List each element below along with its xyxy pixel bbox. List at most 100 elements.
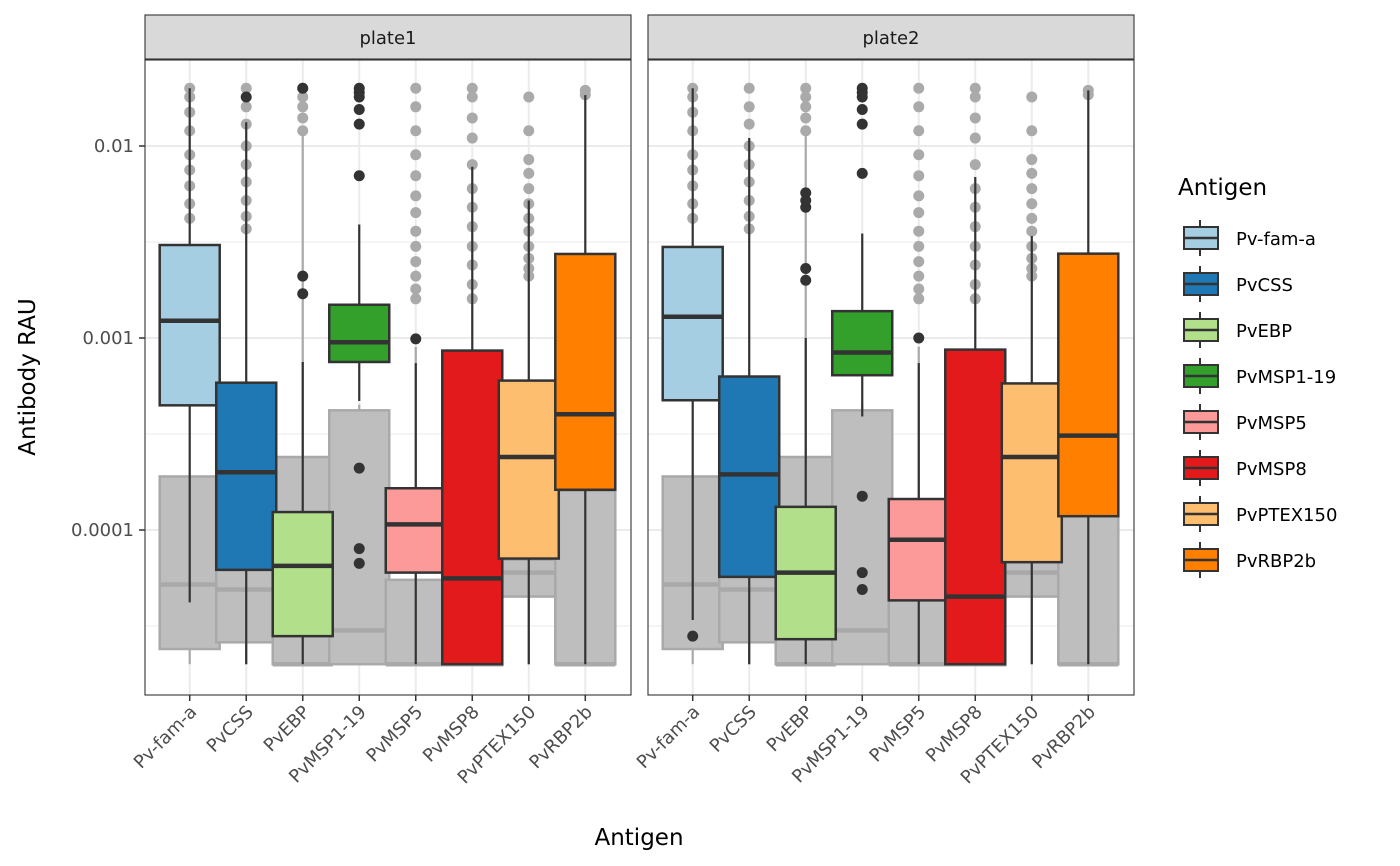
- outlier-point: [800, 112, 812, 124]
- outlier-point: [969, 159, 981, 171]
- box-rect: [661, 245, 724, 402]
- outlier-point: [523, 154, 535, 166]
- outlier-point: [1026, 198, 1038, 210]
- outlier-point: [410, 82, 422, 94]
- outlier-point: [913, 270, 925, 282]
- outlier-point: [913, 190, 925, 202]
- y-tick-label: 0.0001: [71, 520, 134, 541]
- outlier-point: [913, 82, 925, 94]
- outlier-point: [913, 283, 925, 295]
- box-Pv-fam-a: [661, 88, 724, 642]
- outlier-point: [353, 543, 365, 555]
- panel-border: [647, 59, 1135, 696]
- x-tick-label: PvCSS: [203, 702, 258, 757]
- outlier-point: [353, 118, 365, 130]
- outlier-point: [353, 103, 365, 115]
- outlier-point: [466, 112, 478, 124]
- outlier-point: [743, 82, 755, 94]
- outlier-point: [856, 118, 868, 130]
- box-rect: [1057, 252, 1120, 518]
- x-tick-label: PvCSS: [706, 702, 761, 757]
- box-rect: [717, 375, 781, 579]
- outlier-point: [240, 101, 252, 113]
- outlier-point: [913, 170, 925, 182]
- box-rect: [327, 303, 391, 364]
- box-PvPTEX150: [497, 200, 561, 665]
- outlier-point: [969, 82, 981, 94]
- outlier-point: [913, 207, 925, 219]
- y-tick-label: 0.01: [94, 136, 134, 157]
- outlier-point: [523, 125, 535, 137]
- box-rect: [497, 379, 561, 560]
- legend-item-Pv-fam-a: Pv-fam-a: [1183, 220, 1316, 256]
- outlier-point: [523, 167, 535, 179]
- legend-item-PvCSS: PvCSS: [1183, 266, 1293, 302]
- legend-label: PvPTEX150: [1236, 505, 1337, 526]
- facet-strip: [647, 14, 1135, 60]
- box-rect: [327, 409, 391, 666]
- outlier-point: [410, 270, 422, 282]
- facet-strip: [144, 14, 632, 60]
- legend-item-PvRBP2b: PvRBP2b: [1183, 542, 1316, 578]
- outlier-point: [240, 91, 252, 103]
- legend-label: PvCSS: [1236, 275, 1293, 296]
- box-rect: [271, 510, 334, 638]
- legend: Antigen Pv-fam-a PvCSS PvEBP PvMSP1-19 PvMSP…: [1178, 175, 1337, 578]
- legend-item-PvMSP1-19: PvMSP1-19: [1183, 358, 1336, 394]
- box-PvMSP1-19: [830, 82, 894, 595]
- box-rect: [830, 409, 894, 666]
- box-rect: [441, 349, 504, 666]
- outlier-point: [913, 101, 925, 113]
- outlier-point: [410, 190, 422, 202]
- outlier-point: [410, 333, 422, 345]
- outlier-point: [523, 91, 535, 103]
- background-box-PvMSP1-19: [327, 404, 391, 666]
- outlier-point: [353, 557, 365, 569]
- outlier-point: [579, 89, 591, 101]
- legend-label: PvMSP1-19: [1236, 367, 1336, 388]
- outlier-point: [353, 462, 365, 474]
- background-box-PvMSP1-19: [830, 404, 894, 666]
- box-rect: [214, 381, 278, 572]
- legend-item-PvPTEX150: PvPTEX150: [1183, 496, 1337, 532]
- box-PvMSP5: [887, 332, 951, 665]
- outlier-point: [913, 293, 925, 305]
- outlier-point: [410, 101, 422, 113]
- outlier-point: [1026, 125, 1038, 137]
- legend-label: PvMSP8: [1236, 459, 1307, 480]
- box-PvMSP8: [944, 176, 1007, 666]
- outlier-point: [856, 583, 868, 595]
- outlier-point: [1026, 154, 1038, 166]
- outlier-point: [1026, 225, 1038, 237]
- box-PvMSP1-19: [327, 82, 391, 569]
- box-rect: [384, 486, 448, 574]
- outlier-point: [297, 91, 309, 103]
- outlier-point: [1026, 183, 1038, 195]
- outlier-point: [466, 132, 478, 144]
- outlier-point: [297, 270, 309, 282]
- x-tick-label: PvEBP: [763, 702, 818, 757]
- legend-item-PvEBP: PvEBP: [1183, 312, 1292, 348]
- outlier-point: [800, 82, 812, 94]
- facet-label: plate1: [359, 28, 416, 49]
- legend-title: Antigen: [1178, 175, 1267, 201]
- box-PvRBP2b: [1057, 90, 1120, 665]
- legend-label: PvEBP: [1236, 321, 1292, 342]
- facet-label: plate2: [862, 28, 919, 49]
- outlier-point: [800, 101, 812, 113]
- box-rect: [554, 252, 617, 492]
- x-tick-label: PvMSP5: [362, 702, 427, 767]
- outlier-point: [687, 630, 699, 642]
- outlier-point: [913, 256, 925, 268]
- box-PvMSP8: [441, 166, 504, 666]
- y-axis-title: Antibody RAU: [15, 298, 41, 456]
- outlier-point: [297, 112, 309, 124]
- y-tick-label: 0.001: [82, 328, 134, 349]
- outlier-point: [410, 207, 422, 219]
- box-PvPTEX150: [1000, 235, 1064, 665]
- outlier-point: [800, 274, 812, 286]
